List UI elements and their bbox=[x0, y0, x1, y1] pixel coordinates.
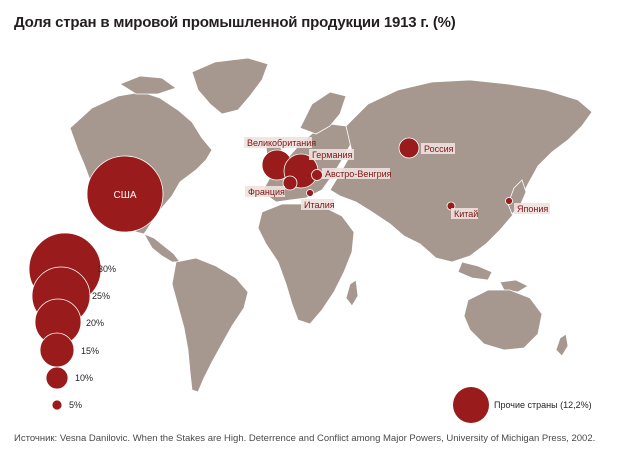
legend-other-circle bbox=[453, 387, 489, 423]
land-se-asia-islands bbox=[457, 261, 493, 281]
legend-label-10: 10% bbox=[75, 373, 93, 383]
label-austria: Австро-Венгрия bbox=[325, 169, 392, 179]
legend-label-30: 30% bbox=[98, 264, 116, 274]
land-central-america bbox=[143, 233, 181, 263]
legend-label-25: 25% bbox=[92, 291, 110, 301]
bubble-france bbox=[282, 175, 298, 191]
source-note: Источник: Vesna Danilovic. When the Stak… bbox=[14, 433, 596, 444]
legend-circle-5 bbox=[51, 399, 63, 411]
map-title: Доля стран в мировой промышленной продук… bbox=[14, 14, 456, 31]
label-france: Франция bbox=[248, 187, 285, 197]
bubble-italy bbox=[306, 189, 314, 197]
label-japan: Япония bbox=[517, 204, 548, 214]
label-russia: Россия bbox=[424, 144, 454, 154]
land-australia bbox=[463, 289, 543, 351]
label-germany: Германия bbox=[312, 150, 352, 160]
land-greenland bbox=[191, 57, 269, 115]
land-south-america bbox=[171, 257, 249, 393]
bubble-russia bbox=[398, 137, 420, 159]
land-new-guinea bbox=[499, 279, 529, 293]
legend-circle-10 bbox=[45, 366, 69, 390]
label-italy: Италия bbox=[304, 200, 335, 210]
land-madagascar bbox=[345, 279, 359, 307]
bubble-japan bbox=[505, 197, 513, 205]
legend-label-20: 20% bbox=[86, 318, 104, 328]
legend-label-5: 5% bbox=[69, 400, 82, 410]
land-new-zealand bbox=[555, 333, 569, 357]
label-china: Китай bbox=[454, 209, 478, 219]
label-uk: Великобритания bbox=[247, 138, 316, 148]
legend-other-label: Прочие страны (12,2%) bbox=[494, 400, 592, 410]
land-africa bbox=[257, 203, 355, 325]
land-arctic-islands bbox=[119, 75, 177, 95]
bubble-austria bbox=[311, 169, 323, 181]
label-usa: США bbox=[113, 190, 136, 201]
legend-label-15: 15% bbox=[81, 346, 99, 356]
legend-circle-15 bbox=[39, 332, 75, 368]
bubble-usa bbox=[86, 155, 164, 233]
land-scandinavia bbox=[299, 91, 347, 135]
land-asia bbox=[329, 79, 593, 263]
